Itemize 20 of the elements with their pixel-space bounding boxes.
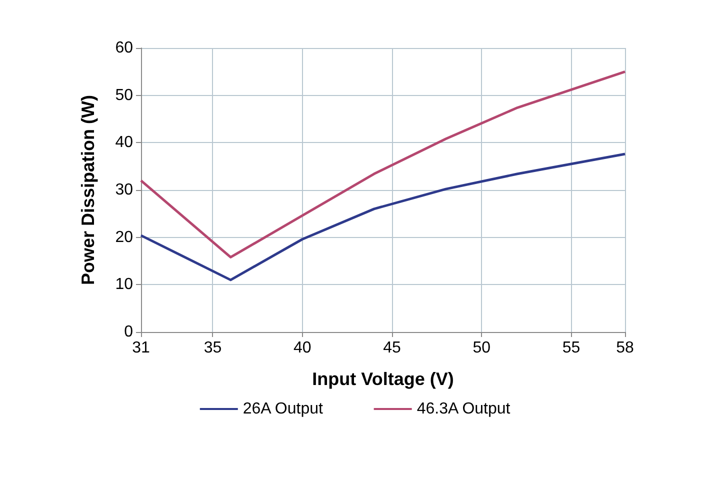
x-tick-label: 45	[383, 340, 401, 356]
x-tick-label: 40	[293, 340, 312, 356]
line-series	[140, 70, 626, 258]
x-tick-label: 35	[204, 340, 222, 356]
x-tick-label: 58	[616, 340, 634, 356]
y-tick-label: 60	[115, 40, 134, 56]
y-tick-label: 0	[124, 324, 134, 340]
x-tick-label: 50	[472, 340, 491, 356]
y-axis-title: Power Dissipation (W)	[78, 94, 98, 286]
x-tick-label: 55	[562, 340, 580, 356]
legend-label: 46.3A Output	[416, 400, 511, 418]
line-series	[140, 152, 626, 282]
y-tick-label: 30	[115, 182, 134, 198]
x-tick-label: 31	[132, 340, 150, 356]
legend-label: 26A Output	[242, 400, 324, 418]
y-tick-label: 20	[115, 228, 134, 246]
y-tick-label: 40	[115, 134, 134, 152]
y-tick-label: 10	[115, 276, 134, 294]
y-tick-label: 50	[115, 86, 134, 104]
x-axis-title: Input Voltage (V)	[312, 369, 454, 389]
